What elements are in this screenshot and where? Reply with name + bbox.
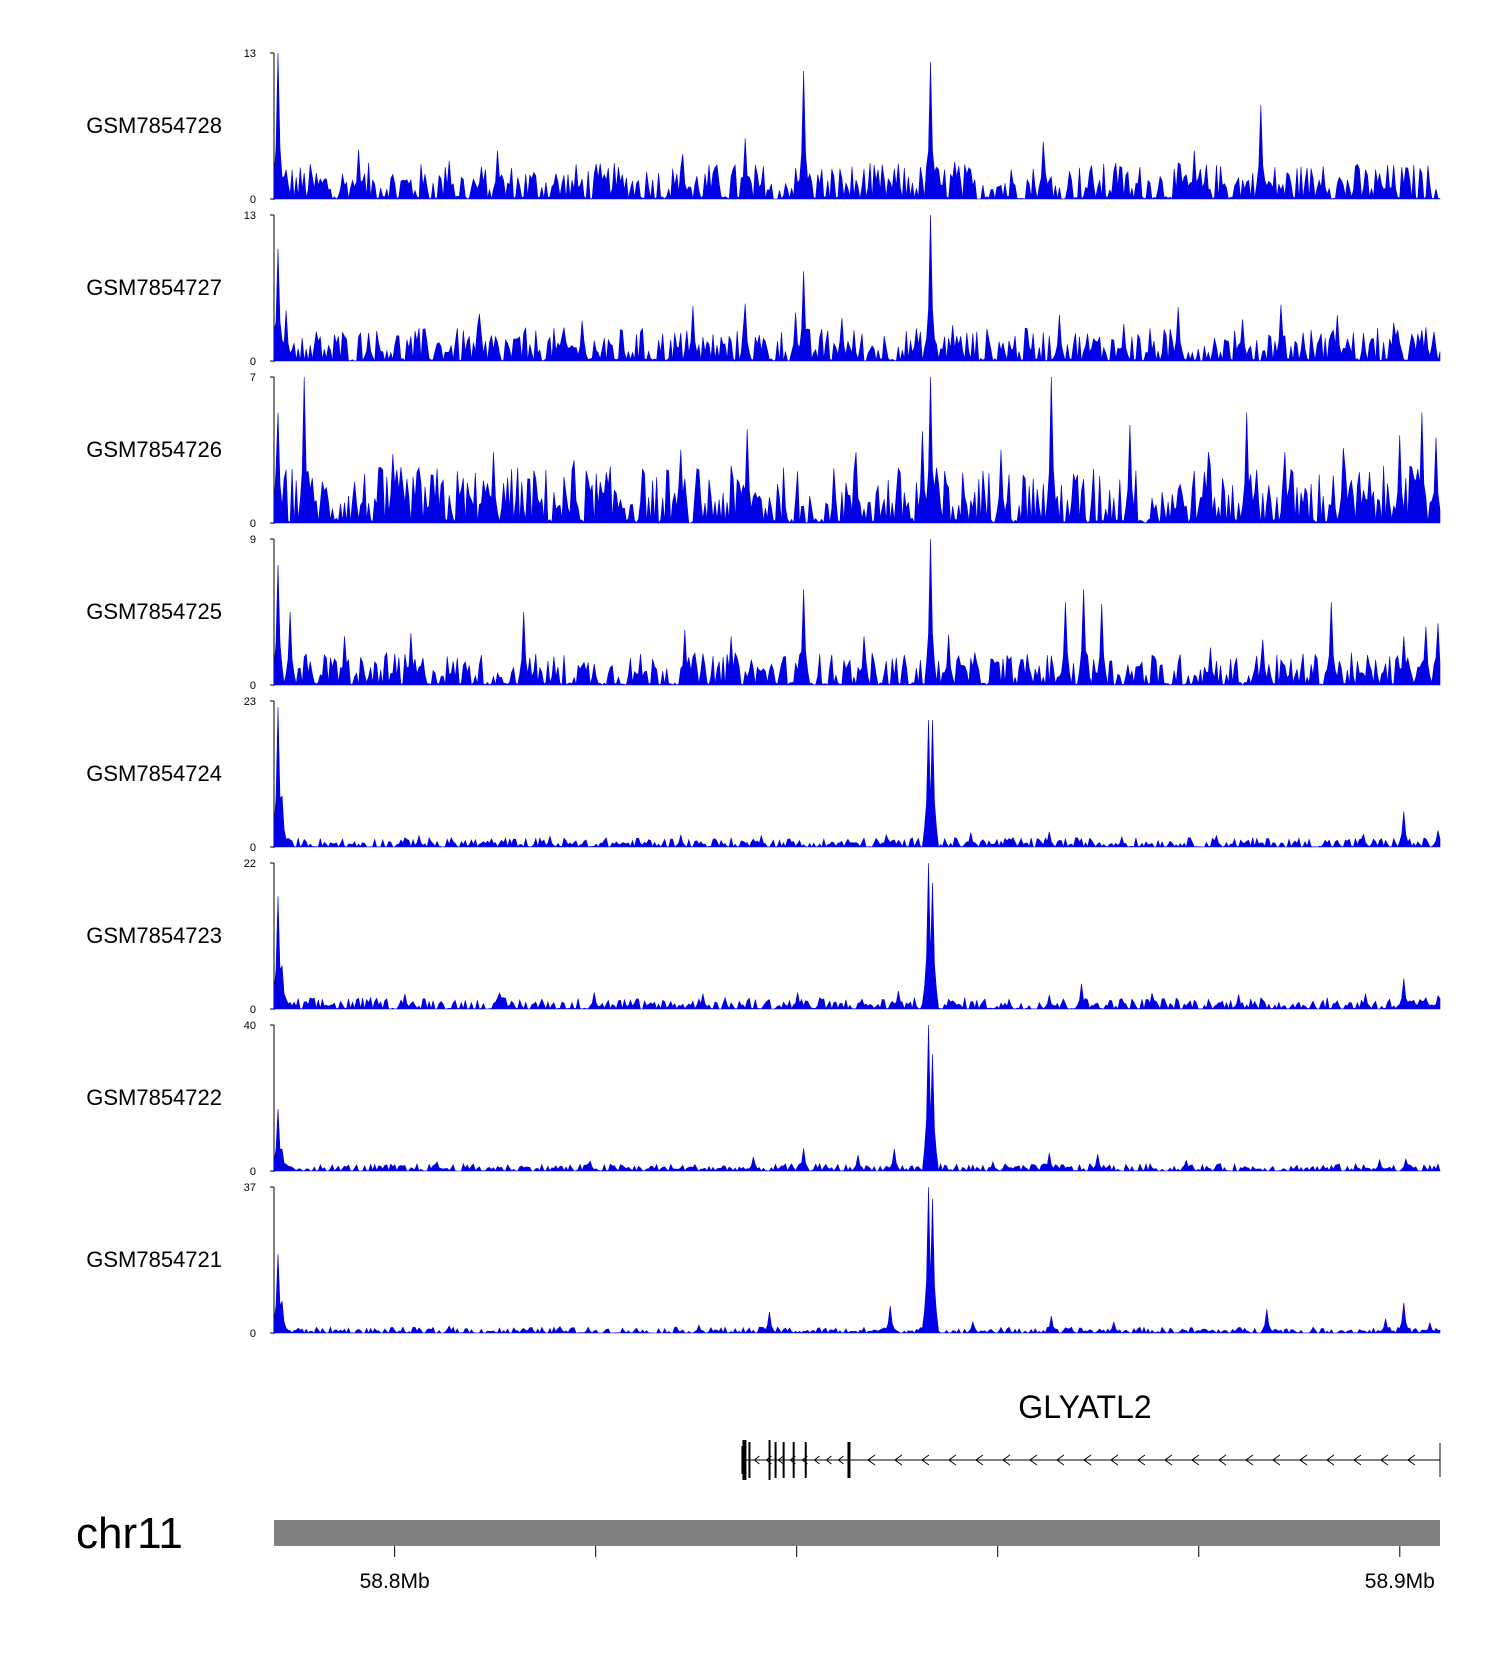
track-label: GSM7854722 xyxy=(86,1085,222,1110)
strand-arrow-icon xyxy=(777,1455,784,1465)
y-min-tick: 0 xyxy=(250,842,256,854)
y-min-tick: 0 xyxy=(250,1328,256,1340)
y-max-tick: 22 xyxy=(244,858,256,870)
y-max-tick: 37 xyxy=(244,1182,256,1194)
y-min-tick: 0 xyxy=(250,680,256,692)
y-min-tick: 0 xyxy=(250,1166,256,1178)
signal-area xyxy=(273,707,1441,849)
track-GSM7854723: GSM7854723 22 0 xyxy=(86,858,1441,1016)
strand-arrow-icon xyxy=(1218,1454,1227,1466)
chromosome-ideogram: chr11 xyxy=(76,1509,1440,1558)
strand-arrow-icon xyxy=(753,1455,760,1465)
y-max-tick: 7 xyxy=(250,372,256,384)
y-min-tick: 0 xyxy=(250,1004,256,1016)
track-label: GSM7854727 xyxy=(86,275,222,300)
strand-arrow-icon xyxy=(1191,1454,1200,1466)
gene-utr xyxy=(741,1446,746,1474)
y-min-tick: 0 xyxy=(250,356,256,368)
track-GSM7854724: GSM7854724 23 0 xyxy=(86,696,1441,854)
strand-arrow-icon xyxy=(1083,1454,1092,1466)
strand-arrow-icon xyxy=(867,1454,876,1466)
strand-arrow-icon xyxy=(948,1454,957,1466)
strand-arrow-icon xyxy=(1245,1454,1254,1466)
gene-exon xyxy=(792,1442,795,1478)
signal-area xyxy=(273,1186,1441,1334)
track-GSM7854726: GSM7854726 7 0 xyxy=(86,372,1441,530)
signal-area xyxy=(273,1024,1441,1173)
gene-exon xyxy=(804,1442,807,1478)
strand-arrow-icon xyxy=(894,1454,903,1466)
strand-arrow-icon xyxy=(1137,1454,1146,1466)
signal-area xyxy=(273,214,1441,363)
y-max-tick: 23 xyxy=(244,696,256,708)
gene-annotation-track: GLYATL2 xyxy=(741,1389,1441,1480)
strand-arrow-icon xyxy=(1029,1454,1038,1466)
genomic-x-axis: 58.8Mb 58.9Mb xyxy=(360,1546,1435,1593)
strand-arrow-icon xyxy=(1110,1454,1119,1466)
signal-area xyxy=(273,862,1441,1011)
gene-exon xyxy=(847,1442,851,1478)
strand-arrow-icon xyxy=(1407,1454,1416,1466)
gene-model xyxy=(741,1440,1441,1480)
gene-exon xyxy=(782,1442,785,1478)
track-GSM7854728: GSM7854728 13 0 xyxy=(86,48,1441,206)
track-label: GSM7854724 xyxy=(86,761,222,786)
track-label: GSM7854723 xyxy=(86,923,222,948)
strand-arrow-icon xyxy=(1164,1454,1173,1466)
track-GSM7854727: GSM7854727 13 0 xyxy=(86,210,1441,368)
x-tick-label: 58.9Mb xyxy=(1365,1570,1435,1593)
chromosome-label: chr11 xyxy=(76,1509,183,1558)
strand-arrow-icon xyxy=(921,1454,930,1466)
strand-arrow-icon xyxy=(975,1454,984,1466)
track-GSM7854721: GSM7854721 37 0 xyxy=(86,1182,1441,1340)
chromosome-bar xyxy=(274,1520,1440,1546)
strand-arrow-icon xyxy=(825,1455,832,1465)
track-label: GSM7854721 xyxy=(86,1247,222,1272)
x-tick-label: 58.8Mb xyxy=(360,1570,430,1593)
y-max-tick: 13 xyxy=(244,210,256,222)
track-GSM7854722: GSM7854722 40 0 xyxy=(86,1020,1441,1178)
strand-arrow-icon xyxy=(1353,1454,1362,1466)
track-GSM7854725: GSM7854725 9 0 xyxy=(86,534,1441,692)
strand-arrow-icon xyxy=(1326,1454,1335,1466)
track-label: GSM7854725 xyxy=(86,599,222,624)
strand-arrow-icon xyxy=(1299,1454,1308,1466)
strand-arrow-icon xyxy=(1056,1454,1065,1466)
signal-area xyxy=(273,376,1441,525)
gene-label: GLYATL2 xyxy=(1018,1389,1151,1425)
y-max-tick: 13 xyxy=(244,48,256,60)
y-min-tick: 0 xyxy=(250,194,256,206)
signal-area xyxy=(273,538,1441,686)
strand-arrow-icon xyxy=(837,1455,844,1465)
y-max-tick: 40 xyxy=(244,1020,256,1032)
gene-exon xyxy=(774,1442,777,1478)
track-label: GSM7854726 xyxy=(86,437,222,462)
strand-arrow-icon xyxy=(1272,1454,1281,1466)
track-label: GSM7854728 xyxy=(86,113,222,138)
y-max-tick: 9 xyxy=(250,534,256,546)
signal-area xyxy=(273,52,1441,200)
gene-exon xyxy=(748,1442,751,1478)
signal-tracks: GSM7854728130GSM7854727130GSM785472670GS… xyxy=(86,48,1441,1340)
gene-exon xyxy=(768,1440,771,1480)
strand-arrow-icon xyxy=(1002,1454,1011,1466)
strand-arrow-icon xyxy=(1380,1454,1389,1466)
strand-arrow-icon xyxy=(813,1455,820,1465)
y-min-tick: 0 xyxy=(250,518,256,530)
